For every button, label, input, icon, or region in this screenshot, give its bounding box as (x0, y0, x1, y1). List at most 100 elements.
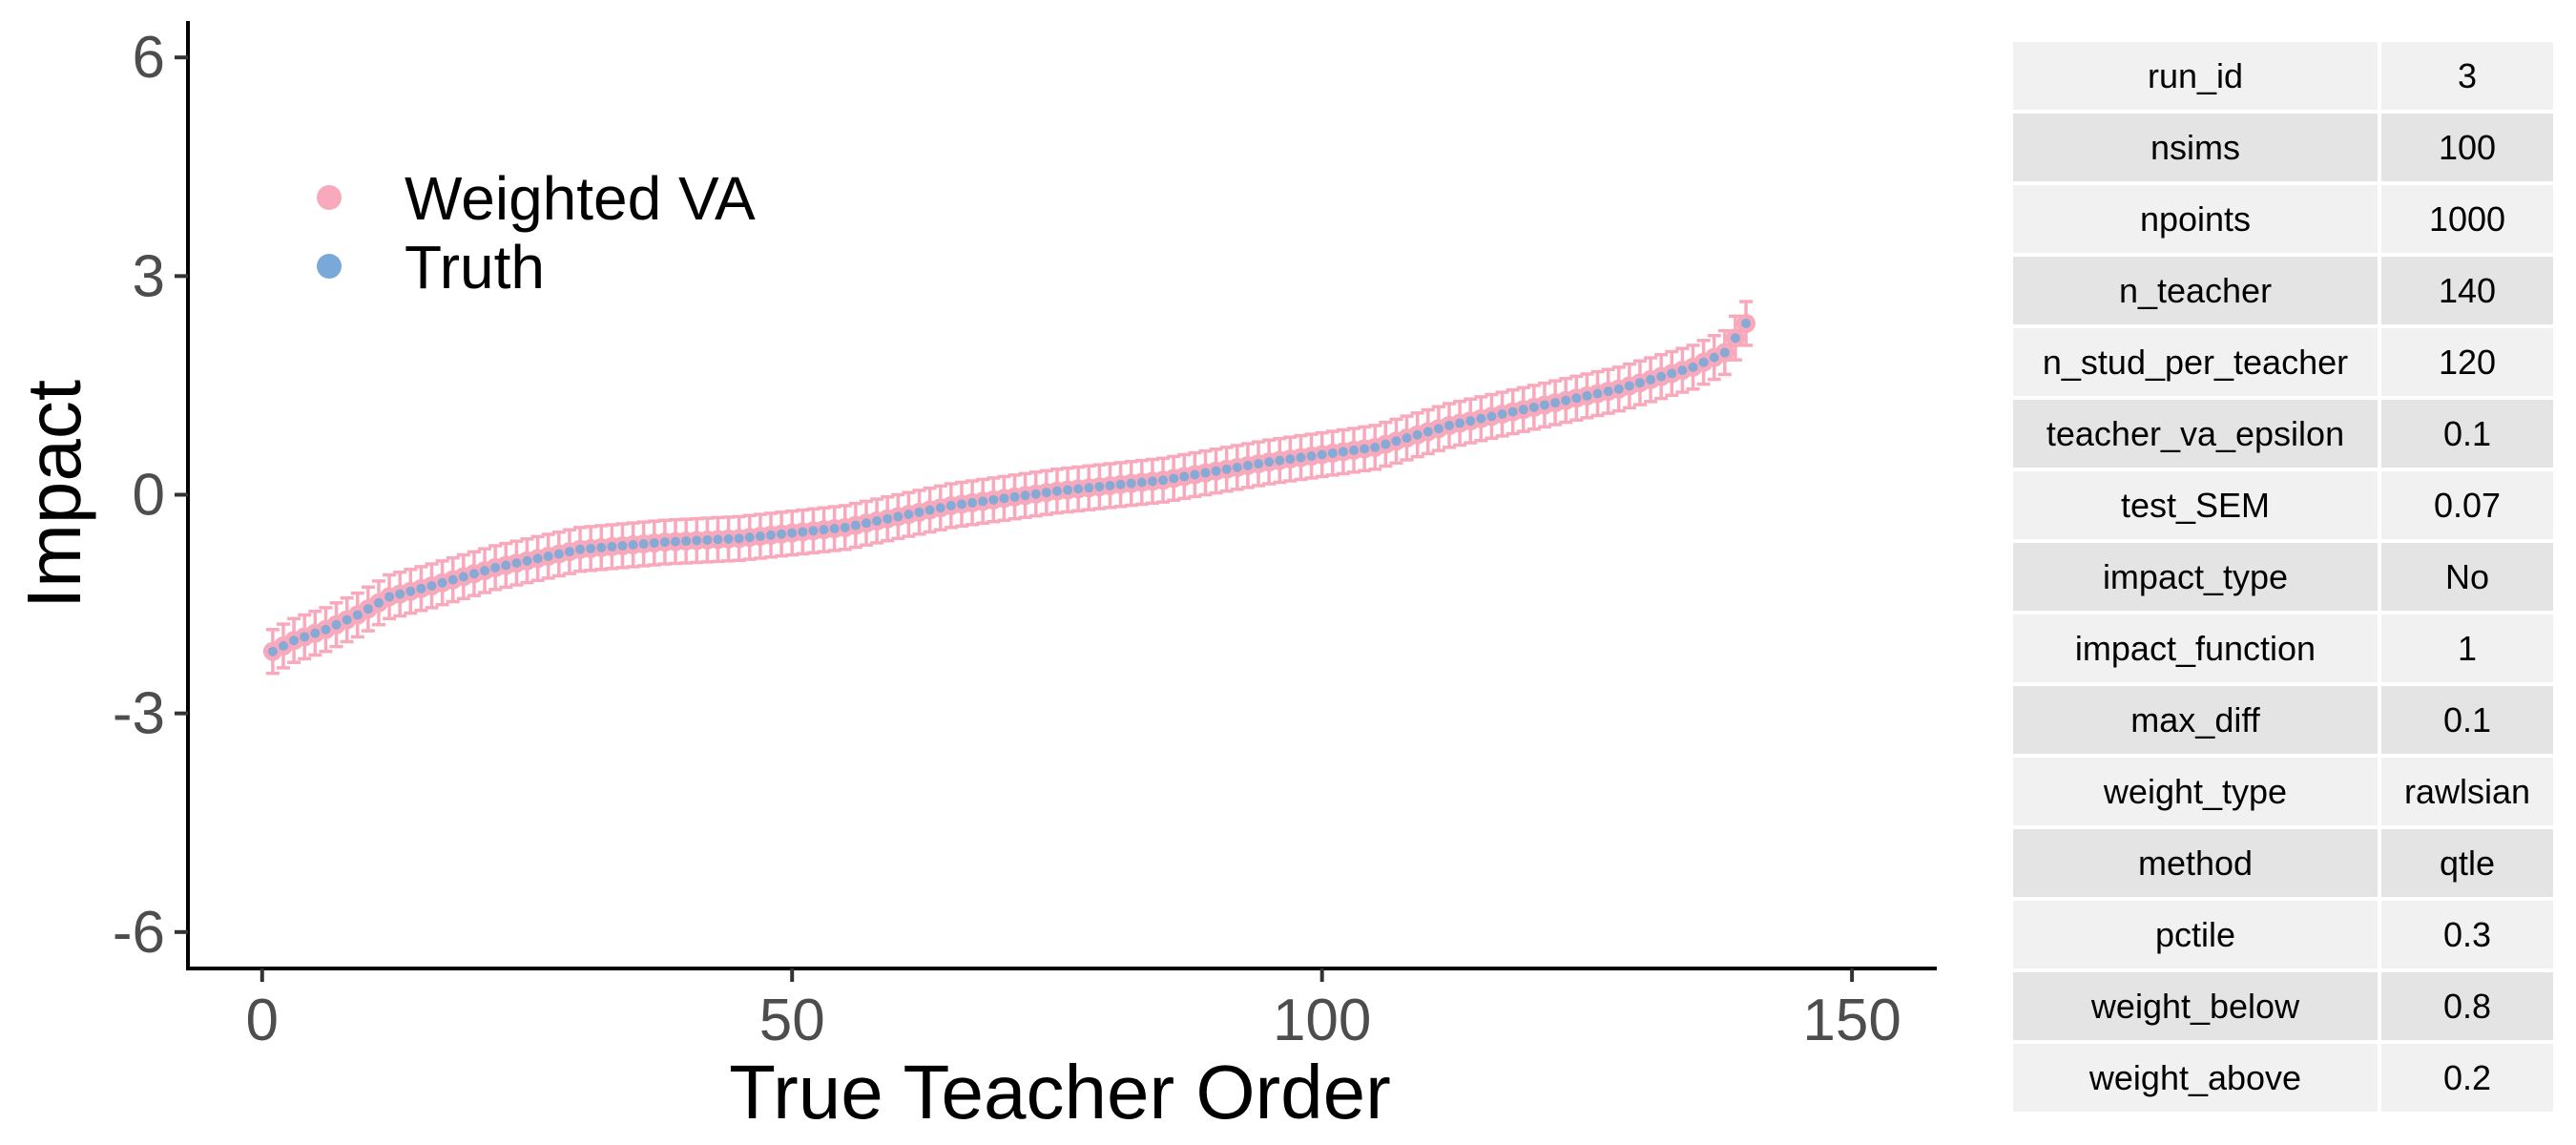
truth-point (1041, 488, 1051, 498)
param-value: qtle (2381, 829, 2553, 897)
param-row: impact_function 1 (2013, 614, 2553, 682)
truth-point (437, 577, 447, 588)
truth-point (352, 610, 363, 620)
truth-point (723, 533, 734, 544)
truth-point (490, 562, 501, 572)
truth-point (395, 589, 405, 599)
param-row: nsims 100 (2013, 114, 2553, 181)
truth-point (1115, 479, 1126, 489)
truth-point (1200, 468, 1211, 478)
truth-point (1465, 416, 1476, 427)
param-name: weight_below (2013, 972, 2378, 1040)
truth-point (1412, 429, 1423, 440)
param-name: max_diff (2013, 686, 2378, 754)
truth-point (1254, 459, 1264, 469)
truth-point (1381, 439, 1391, 449)
truth-point (1613, 384, 1624, 394)
param-value: rawlsian (2381, 758, 2553, 825)
plot-marks (262, 300, 1756, 676)
truth-point (1539, 400, 1549, 410)
truth-point (1423, 427, 1433, 437)
truth-point (798, 527, 808, 537)
truth-point (342, 614, 352, 625)
param-name: nsims (2013, 114, 2378, 181)
truth-point (967, 497, 978, 508)
truth-point (808, 526, 819, 536)
truth-point (522, 555, 532, 566)
truth-point (713, 534, 723, 545)
truth-point (1497, 408, 1507, 419)
param-value: 3 (2381, 42, 2553, 110)
parameter-table: run_id 3 nsims 100 npoints 1000 n_teacher 140 n_… (2009, 38, 2557, 1115)
truth-point (883, 513, 893, 524)
truth-point (384, 592, 395, 602)
x-axis-title: True Teacher Order (729, 1050, 1391, 1135)
param-name: impact_function (2013, 614, 2378, 682)
truth-point (1179, 471, 1190, 482)
param-row: method qtle (2013, 829, 2553, 897)
truth-point (1571, 393, 1582, 404)
truth-point (480, 566, 490, 576)
truth-point (373, 597, 384, 608)
param-row: teacher_va_epsilon 0.1 (2013, 400, 2553, 468)
truth-point (1147, 476, 1157, 487)
truth-point (1327, 448, 1338, 458)
y-axis-title: Impact (11, 380, 96, 609)
truth-point (1719, 347, 1730, 358)
truth-point (1126, 478, 1136, 489)
param-row: test_SEM 0.07 (2013, 471, 2553, 539)
truth-point (755, 531, 765, 542)
truth-point (1370, 442, 1381, 452)
x-tick-label: 0 (246, 988, 279, 1053)
truth-point (1349, 445, 1359, 455)
param-value: 0.2 (2381, 1044, 2553, 1112)
truth-point (988, 494, 999, 505)
truth-point (1030, 489, 1041, 499)
x-tick-label: 100 (1273, 988, 1371, 1053)
truth-point (1136, 477, 1147, 488)
y-tick-label: -6 (113, 900, 165, 966)
param-name: n_teacher (2013, 257, 2378, 324)
param-row: impact_type No (2013, 543, 2553, 611)
truth-point (1518, 405, 1528, 415)
param-row: npoints 1000 (2013, 185, 2553, 253)
param-name: method (2013, 829, 2378, 897)
truth-point (787, 528, 798, 538)
truth-point (1084, 483, 1094, 493)
truth-point (426, 580, 437, 591)
truth-point (617, 540, 628, 551)
truth-point (1105, 480, 1115, 490)
truth-point (1561, 395, 1571, 406)
x-tick-label: 50 (759, 988, 825, 1053)
truth-point (553, 549, 564, 559)
truth-point (289, 635, 300, 646)
truth-point (1709, 352, 1719, 363)
truth-point (692, 535, 702, 546)
truth-point (638, 539, 649, 550)
param-row: pctile 0.3 (2013, 901, 2553, 968)
truth-point (1677, 365, 1688, 376)
param-value: 0.07 (2381, 471, 2553, 539)
truth-point (310, 628, 321, 638)
truth-point (1603, 386, 1613, 397)
truth-point (935, 503, 945, 513)
truth-point (1296, 452, 1306, 463)
truth-point (850, 520, 861, 531)
truth-point (829, 524, 840, 534)
truth-point (1221, 464, 1232, 474)
truth-point (819, 525, 829, 535)
truth-point (458, 572, 468, 582)
truth-point (1211, 466, 1221, 476)
truth-point (1158, 475, 1169, 486)
truth-point (1444, 420, 1454, 430)
truth-point (1073, 484, 1084, 494)
y-tick-label: 0 (133, 463, 165, 529)
param-name: teacher_va_epsilon (2013, 400, 2378, 468)
param-row: weight_above 0.2 (2013, 1044, 2553, 1112)
param-row: n_stud_per_teacher 120 (2013, 328, 2553, 396)
truth-point (945, 500, 956, 510)
param-value: 0.3 (2381, 901, 2553, 968)
truth-point (1667, 368, 1677, 379)
truth-point (1242, 460, 1253, 470)
legend-key-weighted-va (317, 185, 342, 210)
